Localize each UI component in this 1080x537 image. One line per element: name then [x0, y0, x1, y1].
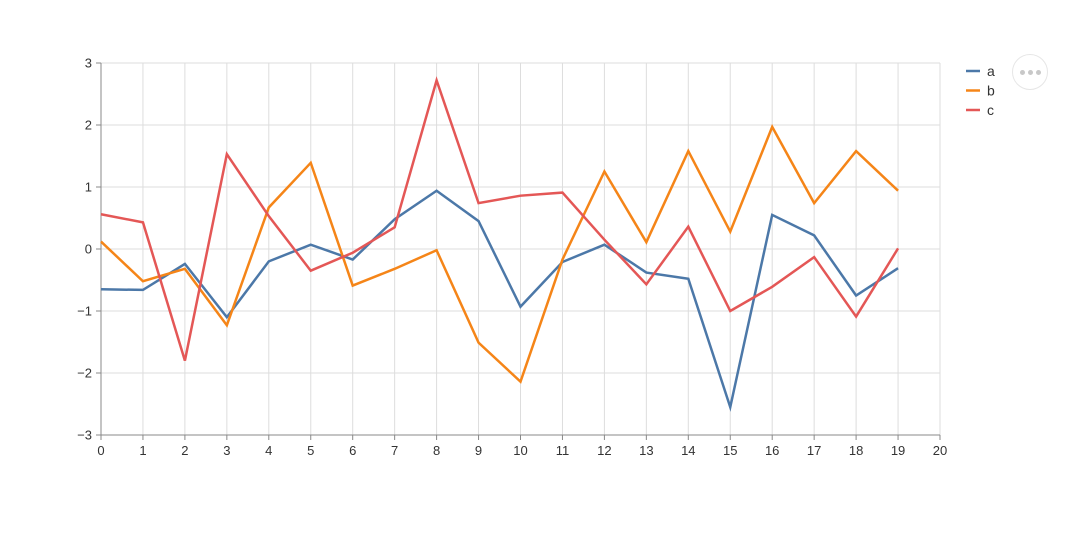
y-tick-label: 3: [85, 56, 92, 71]
x-tick-label: 6: [349, 443, 356, 458]
x-tick-label: 4: [265, 443, 272, 458]
y-tick-label: 2: [85, 118, 92, 133]
legend-label-b: b: [987, 83, 995, 99]
x-tick-label: 17: [807, 443, 821, 458]
grid: [100, 62, 941, 436]
x-tick-label: 10: [513, 443, 527, 458]
x-tick-label: 18: [849, 443, 863, 458]
x-tick-label: 20: [933, 443, 947, 458]
legend-label-c: c: [987, 102, 994, 118]
ellipsis-icon: [1035, 69, 1041, 75]
x-tick-label: 0: [97, 443, 104, 458]
chart-menu-button[interactable]: [1012, 54, 1048, 90]
x-tick-label: 12: [597, 443, 611, 458]
x-tick-label: 9: [475, 443, 482, 458]
series-line-c: [100, 76, 900, 361]
x-tick-label: 15: [723, 443, 737, 458]
x-tick-label: 1: [139, 443, 146, 458]
ellipsis-icon: [1027, 69, 1033, 75]
ellipsis-icon: [1019, 69, 1025, 75]
x-tick-label: 11: [556, 443, 570, 458]
legend-label-a: a: [987, 63, 995, 79]
y-tick-label: 1: [85, 180, 92, 195]
x-tick-label: 3: [223, 443, 230, 458]
axes: 0 1 2 3 4 5 6 7 8 9 10 11 12 13 14 15 16 17 18 19 203210−1−2…: [77, 56, 947, 459]
series-lines: [100, 76, 900, 412]
x-tick-label: 7: [391, 443, 398, 458]
legend: abc: [966, 63, 995, 118]
x-tick-label: 19: [891, 443, 905, 458]
y-tick-label: 0: [85, 242, 92, 257]
x-tick-label: 2: [181, 443, 188, 458]
series-line-a: [100, 189, 899, 412]
x-tick-label: 5: [307, 443, 314, 458]
series-line-b: [100, 123, 899, 384]
y-tick-label: −3: [77, 428, 92, 443]
y-tick-label: −1: [77, 304, 92, 319]
x-tick-label: 13: [639, 443, 653, 458]
y-tick-label: −2: [77, 366, 92, 381]
x-tick-label: 14: [681, 443, 695, 458]
x-tick-label: 16: [765, 443, 779, 458]
x-tick-label: 8: [433, 443, 440, 458]
